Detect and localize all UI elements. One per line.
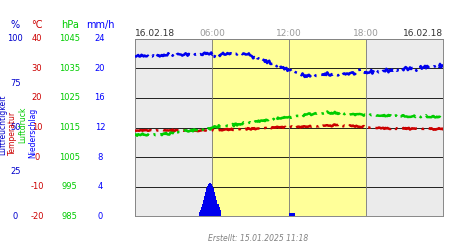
Bar <box>207 186 209 216</box>
Bar <box>289 212 290 216</box>
Bar <box>202 204 203 216</box>
Text: 1005: 1005 <box>59 152 80 162</box>
Text: hPa: hPa <box>61 20 79 30</box>
Bar <box>293 212 295 216</box>
Text: 20: 20 <box>32 94 42 102</box>
Text: 1025: 1025 <box>59 94 80 102</box>
Bar <box>209 183 211 216</box>
Bar <box>218 207 220 216</box>
Text: °C: °C <box>31 20 43 30</box>
Text: Erstellt: 15.01.2025 11:18: Erstellt: 15.01.2025 11:18 <box>208 234 308 243</box>
Text: 25: 25 <box>10 168 21 176</box>
Text: 995: 995 <box>62 182 77 191</box>
Text: %: % <box>11 20 20 30</box>
Bar <box>290 212 292 216</box>
Text: 16: 16 <box>94 94 105 102</box>
Text: 12: 12 <box>94 123 105 132</box>
Text: 4: 4 <box>97 182 103 191</box>
Bar <box>291 212 293 216</box>
Text: 18:00: 18:00 <box>353 28 379 38</box>
Text: Luftdruck: Luftdruck <box>18 107 27 143</box>
Bar <box>292 212 294 216</box>
Bar <box>200 210 201 216</box>
Text: 30: 30 <box>32 64 42 73</box>
Text: 24: 24 <box>94 34 105 43</box>
Text: 1035: 1035 <box>59 64 80 73</box>
Text: 75: 75 <box>10 78 21 88</box>
Bar <box>212 186 213 216</box>
Bar <box>217 204 219 216</box>
Bar <box>216 200 217 216</box>
Bar <box>204 196 206 216</box>
Bar <box>214 192 215 216</box>
Text: Temperatur: Temperatur <box>8 110 17 154</box>
Text: 985: 985 <box>62 212 78 221</box>
Text: 0: 0 <box>97 212 103 221</box>
Bar <box>211 184 212 216</box>
Text: Niederschlag: Niederschlag <box>28 108 37 158</box>
Bar <box>203 200 205 216</box>
Text: 16.02.18: 16.02.18 <box>135 28 175 38</box>
Text: 1015: 1015 <box>59 123 80 132</box>
Text: -20: -20 <box>30 212 44 221</box>
Text: 10: 10 <box>32 123 42 132</box>
Text: 50: 50 <box>10 123 21 132</box>
Text: 0: 0 <box>34 152 40 162</box>
Bar <box>201 207 203 216</box>
Text: 16.02.18: 16.02.18 <box>403 28 443 38</box>
Text: 40: 40 <box>32 34 42 43</box>
Bar <box>198 212 200 216</box>
Text: 8: 8 <box>97 152 103 162</box>
Bar <box>206 188 208 216</box>
Bar <box>212 188 214 216</box>
Bar <box>219 210 220 216</box>
Text: 0: 0 <box>13 212 18 221</box>
Text: -10: -10 <box>30 182 44 191</box>
Bar <box>212 39 366 216</box>
Text: 20: 20 <box>94 64 105 73</box>
Bar <box>208 184 210 216</box>
Text: 100: 100 <box>7 34 23 43</box>
Bar <box>205 192 207 216</box>
Text: 1045: 1045 <box>59 34 80 43</box>
Text: 12:00: 12:00 <box>276 28 302 38</box>
Text: 06:00: 06:00 <box>199 28 225 38</box>
Text: mm/h: mm/h <box>86 20 114 30</box>
Bar <box>215 196 216 216</box>
Text: Luftfeuchtigkeit: Luftfeuchtigkeit <box>0 95 8 155</box>
